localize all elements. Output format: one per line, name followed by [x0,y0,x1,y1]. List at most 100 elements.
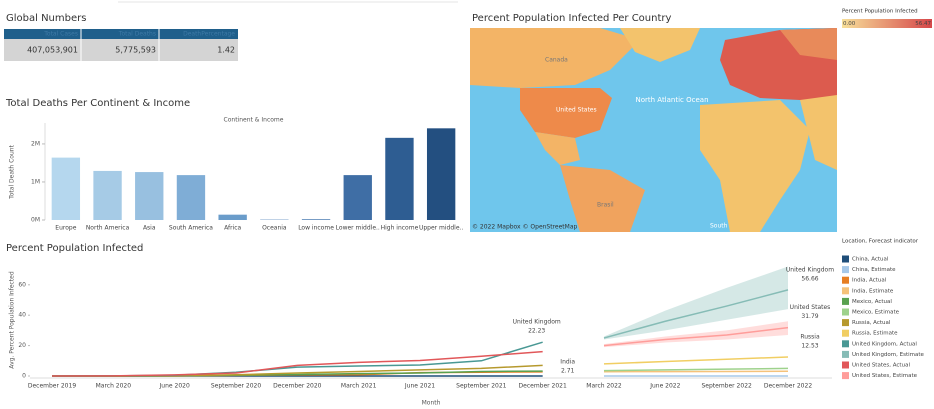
legend-swatch [842,372,849,380]
y-tick-label: 20 [18,342,26,349]
forecast-band [604,266,788,340]
x-tick-label: North America [86,225,130,232]
legend-label: United States, Actual [852,363,910,369]
land [535,132,580,165]
bar [343,175,372,220]
legend-label: India, Estimate [852,288,894,294]
table-header-cell: DeathPercentage [183,31,235,38]
bar [385,137,414,220]
y-tick-label: 1M [31,178,40,185]
x-tick-label: June 2020 [159,383,190,390]
series-line [603,356,789,365]
land [470,28,640,88]
x-tick-label: June 2022 [649,383,680,390]
x-tick-label: Low income [298,225,334,232]
x-tick-label: Europe [55,225,76,232]
column-header: Continent & Income [224,117,284,124]
series-line [603,367,789,372]
bar [51,157,81,220]
table-cell: 5,775,593 [115,46,156,55]
table-header-cell: Total Deaths [118,31,156,38]
charts: Total Deaths Per Continent & Income Conti… [5,98,925,407]
x-tick-label: March 2020 [96,383,132,390]
x-axis-label: Month [422,400,441,407]
bar [301,219,331,220]
bar [135,172,164,220]
legend-swatch [842,329,849,337]
legend-label: United Kingdom, Estimate [852,352,925,358]
data-label-name: India [560,358,575,365]
data-label: 12.53 [801,342,818,349]
x-tick-label: September 2022 [701,383,752,390]
map-label: North Atlantic Ocean [635,96,708,104]
table-header-cell: Total Cases [43,31,78,38]
legend-swatch [842,297,849,305]
x-tick-label: December 2021 [519,383,567,390]
y-axis-label: Avg. Percent Population Infected [9,271,16,369]
legend-label: United States, Estimate [852,373,918,379]
bar [218,214,247,220]
map [470,28,837,232]
data-label: 22.23 [528,328,545,335]
y-tick-label: 60 [18,281,26,288]
legend-label: United Kingdom, Actual [852,341,917,347]
legend-label: China, Estimate [852,267,896,273]
legend-label: Mexico, Actual [852,299,892,305]
data-label-name: United Kingdom [786,266,834,273]
map-label: Brasil [597,202,614,209]
y-tick-label: 0M [31,217,40,224]
legend-gradient [842,19,932,28]
bar [426,128,456,220]
bar [93,170,122,220]
data-label-name: United Kingdom [513,319,561,326]
x-tick-label: Africa [224,225,241,232]
map-attribution: © 2022 Mapbox © OpenStreetMap [472,224,578,231]
legend-label: Mexico, Estimate [852,310,900,316]
chart-title: Total Deaths Per Continent & Income [5,98,190,109]
series-line [603,289,789,339]
y-tick-label: 2M [31,140,40,147]
table-header [4,29,238,39]
x-tick-label: High income [381,225,419,232]
land [780,28,837,60]
y-axis-label: Total Death Count [9,144,16,199]
x-tick-label: March 2021 [341,383,377,390]
legend-label: India, Actual [852,278,887,284]
legend-swatch [842,361,849,369]
data-label: 56.66 [801,275,818,282]
land [800,95,837,170]
legend-title: Percent Population Infected [842,9,918,15]
legend-swatch [842,350,849,358]
x-tick-label: September 2021 [456,383,507,390]
x-tick-label: Oceania [262,225,287,232]
legend-swatch [842,319,849,327]
legend-title: Location, Forecast indicator [842,239,919,245]
x-tick-label: December 2022 [764,383,812,390]
data-label: 31.79 [801,313,818,320]
legend-min: 0.00 [843,21,856,27]
x-tick-label: Upper middle.. [419,225,463,232]
land [700,100,810,232]
series-line [51,350,543,377]
x-tick-label: Asia [143,225,156,232]
x-tick-label: December 2019 [28,383,76,390]
x-tick-label: South America [169,225,213,232]
legend-swatch [842,287,849,295]
data-label-name: United States [790,304,831,311]
map-label: South [710,223,728,230]
legend-label: China, Actual [852,257,889,263]
table-row [4,39,238,61]
bar [176,175,206,220]
legend-label: Russia, Actual [852,320,891,326]
chart-title: Percent Population Infected [6,243,143,254]
y-tick-label: 0 [22,373,26,380]
series-line [603,326,789,347]
x-tick-label: March 2022 [586,383,622,390]
legend-swatch [842,255,849,263]
table-cell: 407,053,901 [27,46,78,55]
legend-max: 56.47 [915,21,931,27]
y-tick-label: 40 [18,312,26,319]
series-line [51,341,543,377]
map-title: Percent Population Infected Per Country [472,13,672,24]
